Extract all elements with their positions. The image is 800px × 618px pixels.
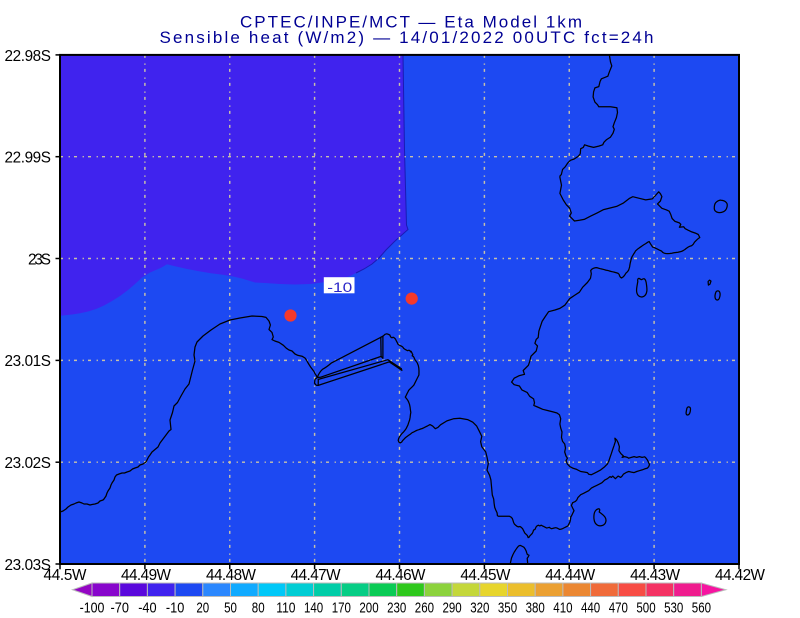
svg-text:500: 500 [636,600,655,617]
svg-text:290: 290 [443,600,462,617]
svg-text:20: 20 [196,600,209,617]
svg-text:560: 560 [692,600,711,617]
svg-text:470: 470 [609,600,628,617]
svg-text:44.43W: 44.43W [630,567,681,584]
svg-text:230: 230 [387,600,406,617]
svg-text:50: 50 [224,600,237,617]
svg-text:380: 380 [526,600,545,617]
svg-text:-10: -10 [166,600,184,617]
svg-text:Sensible heat (W/m2) — 14/01/2: Sensible heat (W/m2) — 14/01/2022 00UTC … [160,28,654,47]
svg-text:44.46W: 44.46W [376,567,427,584]
svg-text:44.44W: 44.44W [545,567,596,584]
svg-text:44.47W: 44.47W [291,567,342,584]
svg-text:410: 410 [553,600,572,617]
svg-text:22.98S: 22.98S [5,48,52,65]
svg-text:80: 80 [252,600,265,617]
svg-text:22.99S: 22.99S [5,150,52,167]
svg-text:44.49W: 44.49W [121,567,172,584]
svg-text:44.45W: 44.45W [460,567,511,584]
svg-text:260: 260 [415,600,434,617]
svg-text:-10: -10 [327,280,352,295]
svg-text:23.02S: 23.02S [5,455,52,472]
svg-text:320: 320 [470,600,489,617]
svg-text:23.01S: 23.01S [5,353,52,370]
svg-text:44.42W: 44.42W [715,567,766,584]
svg-text:440: 440 [581,600,600,617]
svg-text:-70: -70 [111,600,129,617]
svg-text:530: 530 [664,600,683,617]
svg-text:44.48W: 44.48W [206,567,257,584]
svg-text:350: 350 [498,600,517,617]
svg-text:23.03S: 23.03S [5,557,52,574]
svg-text:23S: 23S [28,251,51,268]
svg-text:44.5W: 44.5W [44,567,88,584]
svg-text:170: 170 [332,600,351,617]
svg-text:-40: -40 [138,600,156,617]
svg-text:200: 200 [359,600,378,617]
svg-text:110: 110 [276,600,295,617]
svg-text:140: 140 [304,600,323,617]
svg-text:-100: -100 [80,600,105,617]
svg-text:CPTEC/INPE/MCT — Eta Model 1k: CPTEC/INPE/MCT — Eta Model 1km [240,13,582,32]
